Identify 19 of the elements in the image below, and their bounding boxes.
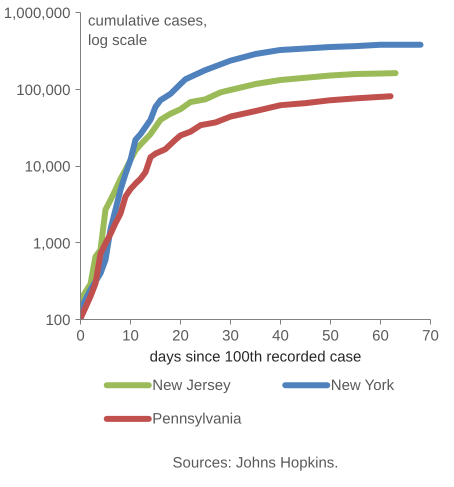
- legend-label: New York: [330, 376, 395, 394]
- x-tick-label: 20: [172, 328, 189, 344]
- y-tick-label: 100,000: [16, 82, 71, 99]
- x-tick-label: 30: [222, 328, 239, 344]
- x-tick-label: 10: [122, 328, 139, 344]
- x-tick-label: 60: [372, 328, 389, 344]
- legend-label: Pennsylvania: [152, 410, 242, 428]
- y-tick-label: 1,000,000: [4, 5, 71, 22]
- annotation: cumulative cases, log scale: [88, 12, 208, 50]
- y-tick-label: 100: [45, 312, 71, 329]
- source-note: Sources: Johns Hopkins.: [172, 454, 338, 472]
- x-tick-label: 0: [76, 328, 85, 344]
- x-axis-title: days since 100th recorded case: [150, 348, 362, 366]
- x-tick-label: 40: [272, 328, 289, 344]
- legend-label: New Jersey: [152, 376, 232, 394]
- y-tick-label: 10,000: [24, 158, 71, 176]
- y-tick-label: 1,000: [32, 235, 71, 252]
- x-tick-label: 70: [422, 328, 439, 344]
- x-tick-label: 50: [322, 328, 339, 344]
